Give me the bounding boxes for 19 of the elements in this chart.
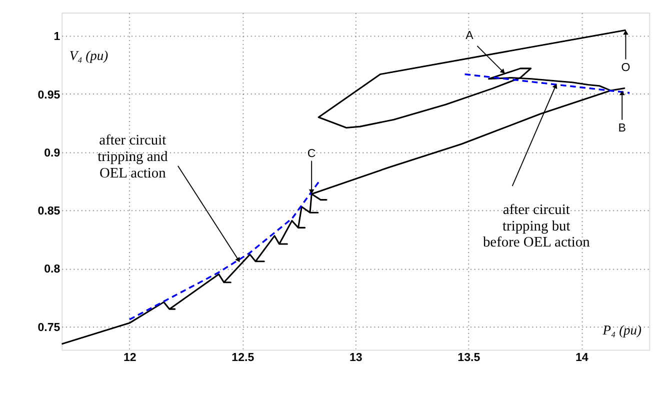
- annotation: B: [618, 122, 626, 134]
- x-tick-label: 13: [349, 352, 362, 364]
- y-tick-label: 0.85: [38, 206, 61, 218]
- x-tick-label: 13.5: [458, 352, 481, 364]
- x-tick-label: 12: [124, 352, 136, 364]
- annotation: C: [307, 148, 316, 160]
- annotation: A: [466, 30, 474, 42]
- annotation: after circuit tripping and OEL action: [98, 132, 169, 182]
- x-axis-title: P₄ (pu): [602, 322, 642, 338]
- y-tick-label: 1: [54, 31, 61, 44]
- y-tick-label: 0.95: [38, 89, 61, 102]
- y-tick-label: 0.75: [38, 322, 61, 334]
- x-tick-label: 12.5: [232, 352, 255, 364]
- y-tick-label: 0.8: [44, 264, 61, 276]
- annotation: O: [621, 62, 630, 74]
- x-tick-label: 14: [575, 352, 589, 364]
- y-axis-title: V₄ (pu): [69, 48, 109, 63]
- y-tick-label: 0.9: [44, 147, 60, 160]
- annotation: after circuit tripping but before OEL action: [482, 202, 590, 251]
